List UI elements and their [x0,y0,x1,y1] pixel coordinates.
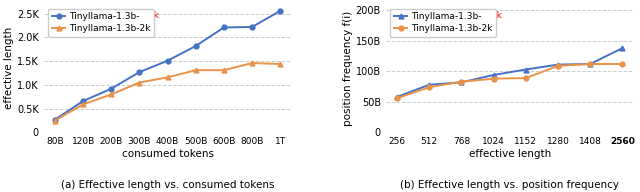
Text: (b) Effective length vs. position frequency: (b) Effective length vs. position freque… [400,180,620,190]
Text: 4k: 4k [149,11,160,20]
Legend: Tinyllama-1.3b-, Tinyllama-1.3b-2k: Tinyllama-1.3b-, Tinyllama-1.3b-2k [48,9,154,37]
X-axis label: consumed tokens: consumed tokens [122,149,214,159]
Text: (a) Effective length vs. consumed tokens: (a) Effective length vs. consumed tokens [61,180,275,190]
X-axis label: effective length: effective length [468,149,551,159]
Legend: Tinyllama-1.3b-, Tinyllama-1.3b-2k: Tinyllama-1.3b-, Tinyllama-1.3b-2k [390,9,496,37]
Text: 4k: 4k [491,11,502,20]
Y-axis label: position frequency f(i): position frequency f(i) [343,11,353,126]
Y-axis label: effective length: effective length [4,27,14,109]
